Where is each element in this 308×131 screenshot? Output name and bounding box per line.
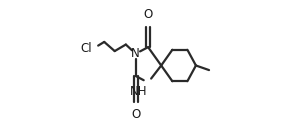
Text: N: N (131, 47, 140, 60)
Text: O: O (131, 108, 140, 121)
Text: O: O (144, 8, 153, 21)
Text: NH: NH (130, 85, 148, 98)
Text: Cl: Cl (81, 42, 92, 55)
